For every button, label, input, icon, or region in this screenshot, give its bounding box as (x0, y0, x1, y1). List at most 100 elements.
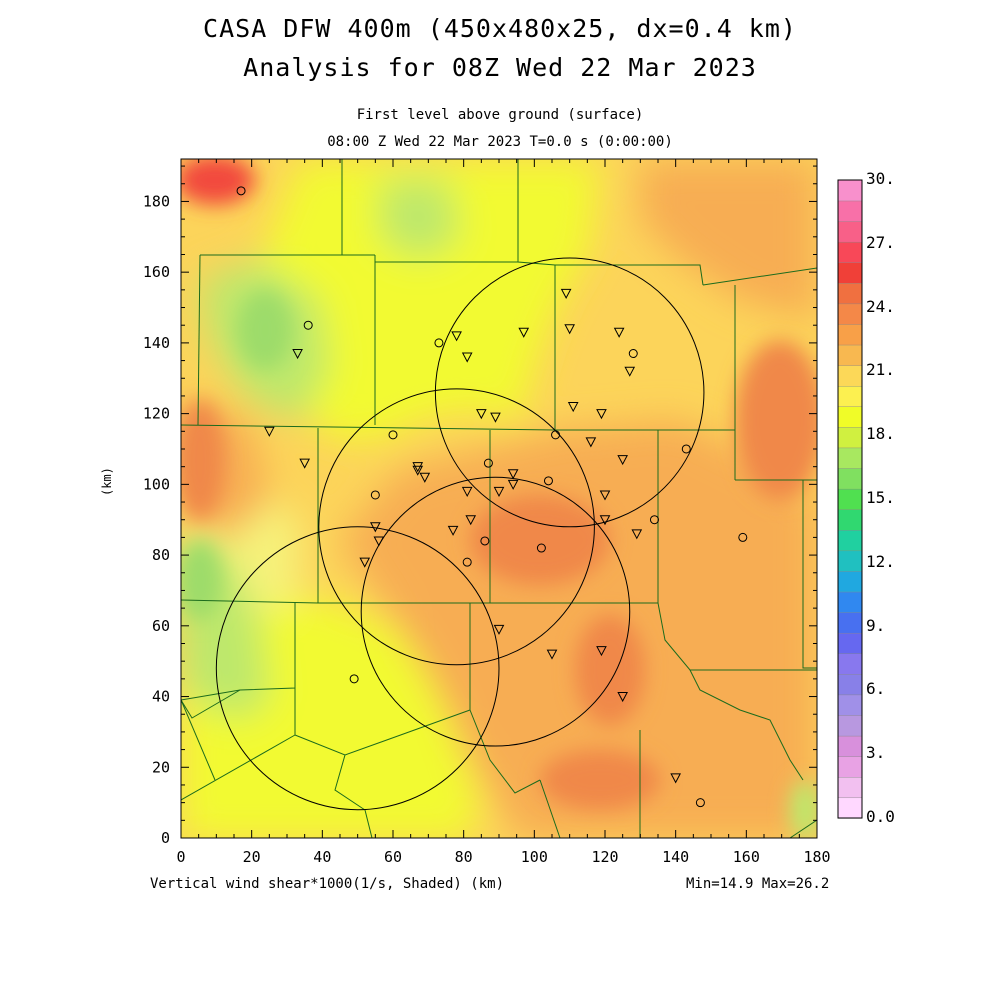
county-line (181, 603, 296, 701)
radar-range-ring (360, 476, 631, 747)
station-circle-marker (551, 430, 561, 440)
analysis-title: Analysis for 08Z Wed 22 Mar 2023 (243, 53, 757, 82)
station-circle-marker (681, 444, 691, 454)
y-tick-label: 160 (143, 263, 170, 281)
station-circle-marker (434, 338, 444, 348)
colorbar-swatch (837, 756, 863, 778)
colorbar-swatch (837, 653, 863, 675)
station-triangle-marker (412, 462, 424, 473)
county-line (702, 267, 817, 286)
station-triangle-marker (299, 458, 310, 469)
y-tick-label: 40 (152, 688, 170, 706)
field-green-north (380, 180, 460, 260)
field-darkorange-west (181, 400, 225, 520)
observation-stations (236, 186, 748, 808)
station-circle-marker (738, 532, 748, 542)
shear-field-shading (181, 159, 817, 838)
colorbar-swatch (837, 488, 863, 510)
colorbar-swatch (837, 570, 863, 593)
y-tick-label: 180 (143, 192, 170, 210)
station-triangle-marker (613, 327, 625, 338)
radar-range-rings (215, 257, 705, 811)
station-triangle-marker (624, 366, 636, 377)
colorbar-swatch (837, 241, 863, 263)
time-subtitle: 08:00 Z Wed 22 Mar 2023 T=0.0 s (0:00:00… (327, 134, 673, 150)
station-triangle-marker (507, 479, 519, 490)
min-max-caption: Min=14.9 Max=26.2 (686, 876, 830, 892)
station-triangle-marker (670, 773, 681, 784)
county-line (181, 734, 296, 801)
y-tick-label: 20 (152, 758, 170, 776)
y-tick-label: 100 (143, 475, 170, 493)
station-triangle-marker (567, 402, 579, 413)
y-tick-label: 0 (161, 829, 170, 847)
colorbar-swatch (837, 550, 863, 572)
colorbar-label: 3. (866, 743, 886, 763)
station-circle-marker (462, 557, 472, 567)
colorbar-swatch (837, 529, 863, 552)
colorbar (837, 179, 863, 819)
colorbar-swatch (837, 344, 863, 366)
colorbar-swatch (837, 406, 863, 428)
station-triangle-marker (596, 646, 607, 657)
colorbar-label: 30. (866, 169, 895, 188)
station-triangle-marker (596, 409, 607, 420)
colorbar-label: 18. (866, 424, 895, 444)
station-circle-marker (303, 320, 313, 330)
x-tick-label: 100 (521, 848, 548, 866)
station-triangle-marker (599, 490, 611, 501)
colorbar-swatch (837, 323, 863, 346)
y-tick-label: 60 (152, 617, 170, 635)
colorbar-swatch (837, 611, 863, 634)
colorbar-swatch (837, 220, 863, 243)
axis-ticks (180, 159, 818, 839)
colorbar-swatch (837, 797, 863, 819)
colorbar-label: 9. (866, 615, 886, 635)
field-darkorange-east (735, 340, 817, 500)
county-line (539, 779, 561, 838)
station-circle-marker (388, 430, 398, 440)
axis-tick-labels: 0 20 40 60 80 100 120 140 160 180 0 20 40 60 80 100 120 1… (143, 192, 831, 866)
station-triangle-marker (490, 412, 501, 423)
station-circle-marker (543, 476, 553, 486)
x-tick-label: 60 (384, 848, 402, 866)
colorbar-swatch (837, 632, 863, 654)
county-line (657, 602, 817, 671)
y-tick-label: 140 (143, 334, 170, 352)
station-triangle-marker (465, 515, 477, 526)
colorbar-swatch (837, 303, 863, 325)
station-triangle-marker (476, 409, 487, 420)
station-triangle-marker (412, 465, 424, 476)
station-triangle-marker (451, 331, 462, 342)
station-circle-marker (236, 186, 246, 196)
x-tick-label: 120 (591, 848, 618, 866)
colorbar-swatch (837, 200, 863, 222)
county-line (789, 819, 817, 838)
colorbar-swatch (837, 735, 863, 757)
colorbar-label: 12. (866, 551, 895, 571)
field-darkorange-center (470, 495, 610, 585)
colorbar-frame (837, 179, 863, 819)
y-tick-label: 80 (152, 546, 170, 564)
radar-range-ring (215, 526, 500, 811)
x-tick-label: 160 (733, 848, 760, 866)
radar-range-ring (434, 257, 705, 528)
colorbar-label: 6. (866, 679, 886, 699)
field-darkgreen-northwest (237, 290, 293, 370)
county-line (181, 599, 658, 604)
station-triangle-marker (599, 515, 611, 526)
station-triangle-marker (617, 692, 628, 703)
colorbar-label: 27. (866, 232, 895, 252)
station-triangle-marker (617, 455, 628, 466)
station-triangle-marker (564, 324, 575, 335)
colorbar-swatch (837, 673, 863, 696)
station-triangle-marker (585, 437, 597, 448)
colorbar-swatch (837, 591, 863, 613)
x-tick-label: 0 (176, 848, 185, 866)
station-triangle-marker (370, 522, 381, 533)
x-tick-label: 40 (313, 848, 331, 866)
station-circle-marker (695, 798, 705, 808)
county-line (802, 480, 817, 669)
colorbar-swatch (837, 282, 863, 305)
station-triangle-marker (560, 288, 572, 299)
